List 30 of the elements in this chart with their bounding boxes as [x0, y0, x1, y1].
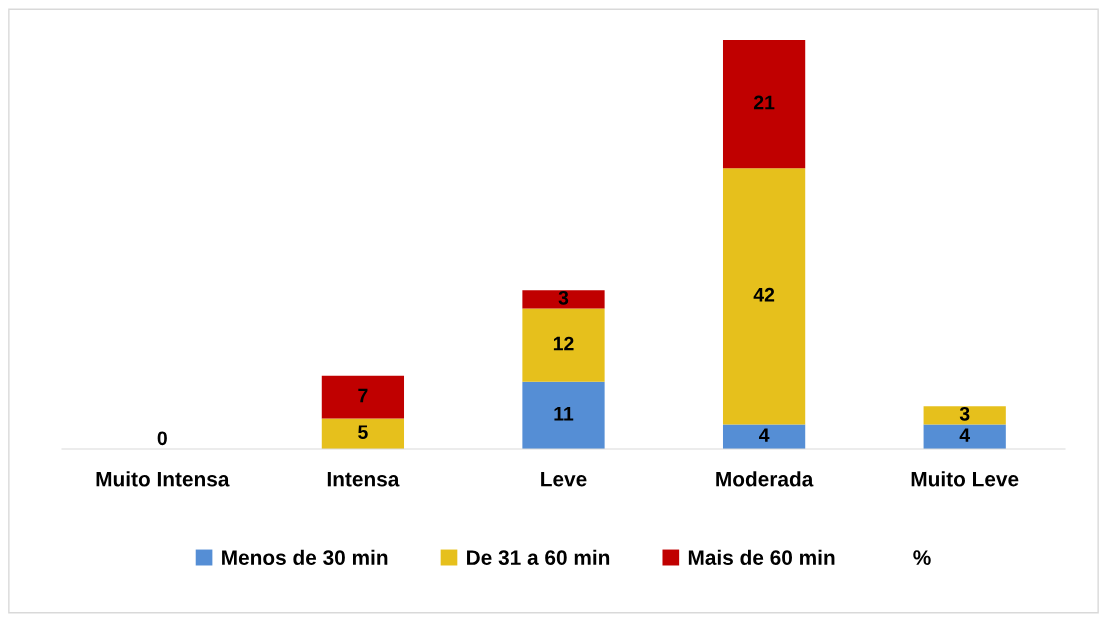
bar — [923, 424, 1006, 449]
data-label: 42 — [753, 287, 775, 302]
bar — [923, 406, 1006, 425]
bar — [722, 424, 806, 449]
x-tick-label: Moderada — [716, 471, 814, 487]
data-label: 21 — [753, 95, 775, 110]
data-label: 0 — [157, 431, 167, 446]
data-label: 12 — [553, 336, 574, 351]
x-tick-label: Muito Intensa — [96, 471, 230, 487]
legend-label: Mais de 60 min — [688, 549, 835, 565]
data-label: 7 — [358, 388, 368, 403]
x-tick-label: Muito Leve — [911, 471, 1019, 487]
data-label: 5 — [358, 425, 368, 439]
bar — [522, 290, 605, 309]
bar — [321, 375, 405, 419]
text: % — [913, 550, 931, 565]
data-label: 3 — [959, 406, 970, 421]
bar — [321, 418, 405, 449]
data-label: 4 — [758, 428, 770, 442]
x-tick-label: Intensa — [327, 471, 400, 487]
x-tick-label: Leve — [541, 471, 587, 487]
bar — [722, 168, 806, 425]
data-label: 3 — [558, 290, 569, 305]
legend-label: Menos de 30 min — [222, 549, 388, 565]
data-label: 4 — [959, 428, 970, 442]
bar — [722, 40, 806, 169]
legend-label: De 31 a 60 min — [467, 549, 610, 565]
bar — [522, 381, 605, 449]
bar — [522, 308, 605, 382]
data-label: 11 — [554, 407, 574, 421]
